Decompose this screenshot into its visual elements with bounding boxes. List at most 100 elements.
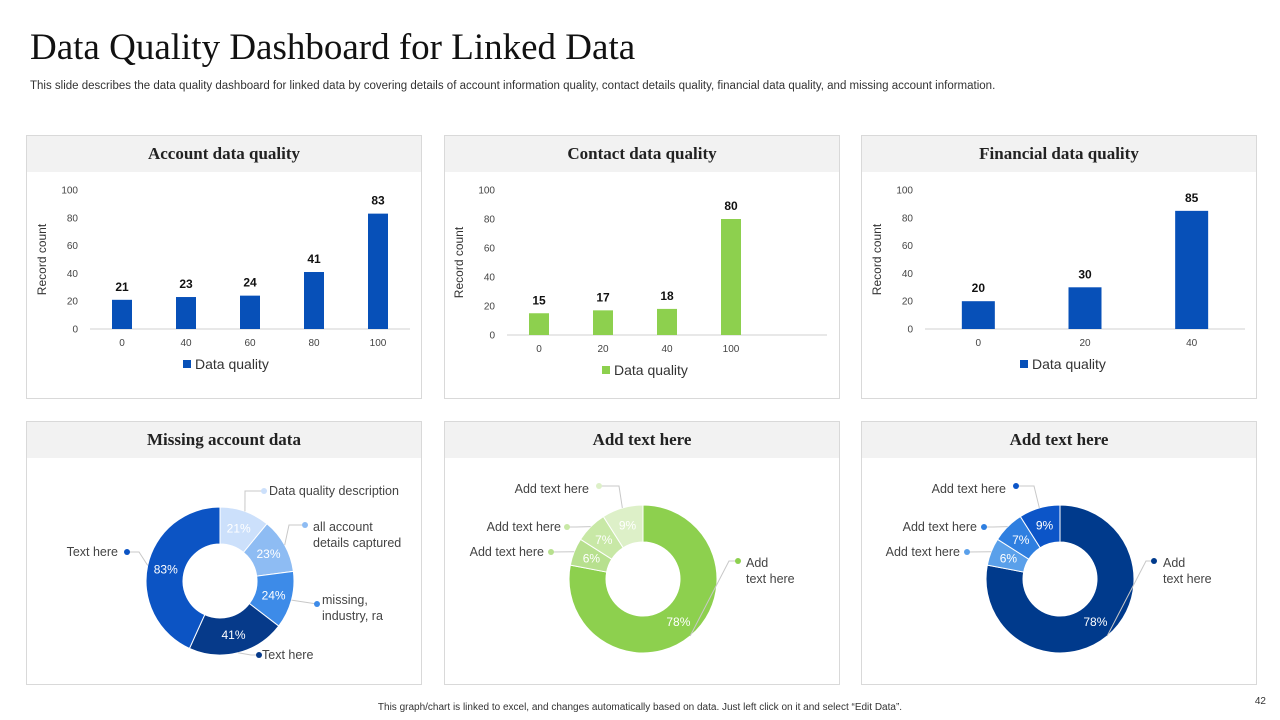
- x-tick-label: 20: [597, 344, 609, 355]
- blue-donut-panel[interactable]: Add text here 78% Add text here 6% Add text …: [861, 421, 1257, 685]
- green-donut-panel[interactable]: Add text here 78% Add text here 6% Add text …: [444, 421, 840, 685]
- bar[interactable]: [529, 313, 549, 335]
- bar[interactable]: [961, 301, 995, 329]
- bar[interactable]: [1175, 210, 1209, 329]
- x-tick-label: 0: [119, 338, 125, 349]
- x-tick-label: 40: [661, 344, 673, 355]
- donut-slice[interactable]: [1019, 504, 1061, 549]
- y-tick-label: 60: [902, 241, 914, 252]
- legend-swatch: [183, 360, 191, 368]
- bar[interactable]: [176, 297, 196, 329]
- legend-label: Data quality: [1032, 356, 1106, 372]
- y-tick-label: 40: [902, 269, 914, 280]
- y-tick-label: 80: [902, 213, 914, 224]
- bar[interactable]: [368, 213, 388, 329]
- callout-dot: [981, 524, 987, 530]
- slice-percent-label: 9%: [619, 519, 637, 533]
- blue-donut-chart[interactable]: 78% Add text here 6% Add text here 7% Add text…: [862, 458, 1258, 686]
- x-tick-label: 40: [1186, 338, 1198, 349]
- slice-percent-label: 6%: [583, 552, 601, 566]
- callout-dot: [1151, 558, 1157, 564]
- callout-label: Add text here: [903, 520, 977, 534]
- blue-donut-title: Add text here: [862, 422, 1256, 458]
- missing-chart-panel[interactable]: Missing account data 21% Data quality des…: [26, 421, 422, 685]
- legend-swatch: [602, 366, 610, 374]
- account-chart-title: Account data quality: [27, 136, 421, 172]
- financial-bar-chart[interactable]: 0 20 40 60 80 100 Record count 20 0 30 20 85 40 Data …: [862, 172, 1258, 400]
- callout-label: missing, industry, ra: [322, 593, 383, 623]
- y-tick-label: 100: [896, 186, 913, 197]
- y-tick-label: 100: [61, 186, 78, 197]
- slice-percent-label: 23%: [256, 547, 280, 561]
- bar[interactable]: [1068, 287, 1102, 329]
- y-tick-label: 0: [489, 331, 495, 342]
- callout-label: Data quality description: [269, 484, 399, 498]
- green-donut-chart[interactable]: 78% Add text here 6% Add text here 7% Add text…: [445, 458, 841, 686]
- slice-percent-label: 83%: [154, 562, 178, 576]
- bar-value-label: 24: [243, 276, 257, 290]
- y-tick-label: 80: [484, 215, 496, 226]
- callout-leader-line: [599, 485, 623, 509]
- callout-dot: [256, 652, 262, 658]
- bar[interactable]: [112, 299, 132, 329]
- bar-value-label: 30: [1078, 267, 1092, 281]
- callout-label: Add text here: [746, 556, 795, 586]
- bar[interactable]: [240, 295, 260, 329]
- donut-slice[interactable]: [985, 504, 1135, 654]
- callout-leader-line: [244, 490, 264, 512]
- callout-dot: [261, 488, 267, 494]
- bar[interactable]: [304, 272, 324, 329]
- callout-leader-line: [237, 652, 259, 656]
- bar-value-label: 41: [307, 252, 321, 266]
- account-bar-chart[interactable]: 0 20 40 60 80 100 Record count 21 0 23 40 24 60 41 80 8…: [27, 172, 423, 400]
- x-tick-label: 60: [244, 338, 256, 349]
- callout-dot: [314, 601, 320, 607]
- callout-label: Add text here: [487, 520, 561, 534]
- y-tick-label: 60: [67, 241, 79, 252]
- account-chart-panel[interactable]: Account data quality 0 20 40 60 80 100 Record …: [26, 135, 422, 399]
- contact-bar-chart[interactable]: 0 20 40 60 80 100 Record count 15 0 17 20 18 40 80 100…: [445, 172, 841, 400]
- slice-percent-label: 9%: [1036, 519, 1054, 533]
- callout-dot: [596, 483, 602, 489]
- missing-donut-chart[interactable]: 21% Data quality description 23% all accoun…: [27, 458, 423, 686]
- donut-slice[interactable]: [602, 504, 644, 549]
- x-tick-label: 0: [536, 344, 542, 355]
- legend-label: Data quality: [195, 356, 269, 372]
- callout-label: Add text here: [886, 545, 960, 559]
- bar-value-label: 83: [371, 194, 385, 208]
- y-tick-label: 40: [67, 269, 79, 280]
- callout-label: Add text here: [470, 545, 544, 559]
- callout-label: Add text here: [1163, 556, 1212, 586]
- bar[interactable]: [721, 219, 741, 335]
- y-tick-label: 0: [72, 325, 78, 336]
- y-axis-title: Record count: [452, 226, 466, 298]
- y-tick-label: 20: [67, 297, 79, 308]
- callout-dot: [735, 558, 741, 564]
- legend-label: Data quality: [614, 362, 688, 378]
- callout-leader-line: [284, 524, 305, 546]
- missing-chart-title: Missing account data: [27, 422, 421, 458]
- donut-slice[interactable]: [145, 506, 221, 650]
- bar-value-label: 20: [972, 281, 986, 295]
- bar-value-label: 85: [1185, 191, 1199, 205]
- callout-dot: [302, 522, 308, 528]
- bar[interactable]: [593, 310, 613, 335]
- slice-percent-label: 7%: [595, 533, 613, 547]
- callout-leader-line: [1016, 485, 1040, 509]
- legend-swatch: [1020, 360, 1028, 368]
- bar-value-label: 80: [724, 199, 738, 213]
- donut-slice[interactable]: [568, 504, 718, 654]
- y-axis-title: Record count: [870, 223, 884, 295]
- financial-chart-panel[interactable]: Financial data quality 0 20 40 60 80 100 Recor…: [861, 135, 1257, 399]
- callout-leader-line: [291, 599, 318, 605]
- y-tick-label: 80: [67, 213, 79, 224]
- financial-chart-title: Financial data quality: [862, 136, 1256, 172]
- slice-percent-label: 78%: [1083, 615, 1107, 629]
- contact-chart-panel[interactable]: Contact data quality 0 20 40 60 80 100 Record …: [444, 135, 840, 399]
- callout-dot: [564, 524, 570, 530]
- callout-label: all account details captured: [313, 520, 401, 550]
- y-tick-label: 0: [907, 325, 913, 336]
- bar[interactable]: [657, 308, 677, 335]
- slice-percent-label: 6%: [1000, 552, 1018, 566]
- footer-note: This graph/chart is linked to excel, and…: [377, 702, 903, 713]
